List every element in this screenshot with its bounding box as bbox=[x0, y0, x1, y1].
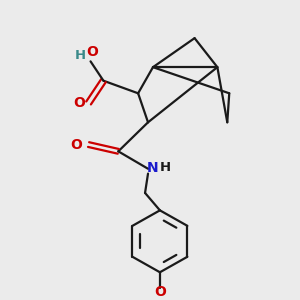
Text: O: O bbox=[74, 96, 85, 110]
Text: O: O bbox=[71, 138, 82, 152]
Text: H: H bbox=[159, 161, 170, 174]
Text: O: O bbox=[87, 45, 98, 59]
Text: N: N bbox=[147, 161, 159, 175]
Text: O: O bbox=[154, 285, 166, 298]
Text: H: H bbox=[75, 49, 86, 62]
